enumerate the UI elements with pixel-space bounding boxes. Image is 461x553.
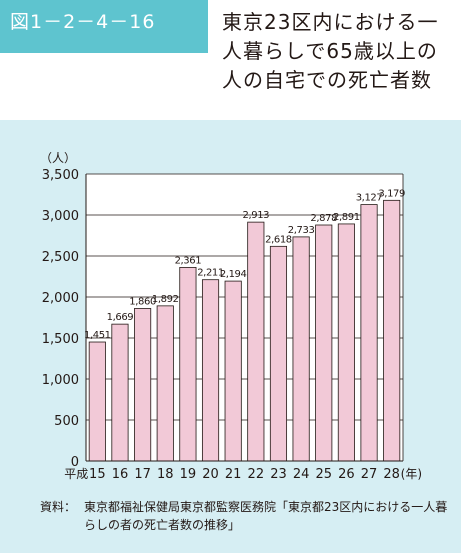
x-tick-label: 28 bbox=[383, 467, 400, 482]
bar bbox=[383, 199, 401, 462]
x-tick-labels: 15 16 17 18 19 20 21 22 23 24 25 26 27 28 平成 (年) bbox=[64, 467, 422, 482]
bar bbox=[156, 305, 174, 462]
bar bbox=[179, 266, 197, 462]
figure-title: 東京23区内における一人暮らしで65歳以上の人の自宅での死亡者数 bbox=[222, 10, 439, 92]
x-tick-label: 20 bbox=[202, 467, 219, 482]
data-label: 2,211 bbox=[197, 268, 224, 279]
bar bbox=[201, 279, 220, 462]
bar bbox=[247, 221, 265, 462]
x-tick-label: 24 bbox=[293, 467, 310, 482]
x-era-prefix: 平成 bbox=[64, 467, 88, 481]
y-axis-unit: （人） bbox=[40, 151, 76, 165]
x-tick-label: 22 bbox=[248, 467, 265, 482]
source-text: 東京都福祉保健局東京都監察医務院「東京都23区内における一人暮らしの者の死亡者数… bbox=[84, 500, 448, 532]
x-tick-label: 19 bbox=[180, 467, 197, 482]
bar bbox=[88, 341, 106, 462]
x-tick-label: 17 bbox=[134, 467, 151, 482]
y-tick-labels: 0 500 1,000 1,500 2,000 2,500 3,000 3,500 bbox=[42, 168, 79, 470]
y-tick-label: 1,000 bbox=[42, 373, 79, 388]
y-tick-label: 3,000 bbox=[42, 209, 79, 224]
x-tick-label: 27 bbox=[361, 467, 378, 482]
y-tick-label: 2,500 bbox=[42, 250, 79, 265]
bar bbox=[224, 280, 242, 462]
bar bbox=[292, 236, 310, 462]
x-axis-unit: (年) bbox=[401, 467, 422, 481]
x-tick-label: 26 bbox=[338, 467, 355, 482]
bar bbox=[315, 224, 333, 462]
data-label: 2,194 bbox=[220, 269, 247, 280]
x-tick-label: 16 bbox=[112, 467, 129, 482]
figure-label: 図1－2－4－16 bbox=[10, 11, 156, 33]
data-label: 1,451 bbox=[84, 330, 111, 341]
bar bbox=[360, 204, 378, 462]
data-label: 1,892 bbox=[152, 294, 179, 305]
data-label: 3,127 bbox=[356, 193, 383, 204]
data-label: 2,913 bbox=[243, 210, 270, 221]
bar bbox=[111, 323, 129, 462]
y-tick-label: 0 bbox=[71, 455, 79, 470]
data-label: 3,179 bbox=[378, 188, 405, 199]
y-tick-label: 500 bbox=[54, 414, 79, 429]
data-label: 2,891 bbox=[333, 212, 360, 223]
data-label: 2,733 bbox=[288, 225, 315, 236]
data-label: 2,361 bbox=[175, 255, 202, 266]
x-tick-label: 21 bbox=[225, 467, 242, 482]
figure-header: 図1－2－4－16 東京23区内における一人暮らしで65歳以上の人の自宅での死亡… bbox=[0, 0, 461, 120]
data-label: 1,669 bbox=[107, 312, 134, 323]
x-tick-label: 23 bbox=[270, 467, 287, 482]
data-label: 2,618 bbox=[265, 234, 292, 245]
bar bbox=[134, 308, 152, 462]
data-label: 2,878 bbox=[310, 213, 337, 224]
data-label: 1,860 bbox=[129, 296, 156, 307]
x-tick-label: 18 bbox=[157, 467, 174, 482]
y-tick-label: 2,000 bbox=[42, 291, 79, 306]
x-tick-label: 15 bbox=[89, 467, 106, 482]
figure-label-tab bbox=[0, 0, 208, 120]
bar bbox=[337, 223, 355, 462]
bar bbox=[269, 245, 288, 462]
bars bbox=[88, 199, 401, 462]
source-label: 資料： bbox=[40, 500, 77, 514]
y-tick-label: 1,500 bbox=[42, 332, 79, 347]
y-tick-label: 3,500 bbox=[42, 168, 79, 183]
x-tick-label: 25 bbox=[315, 467, 332, 482]
